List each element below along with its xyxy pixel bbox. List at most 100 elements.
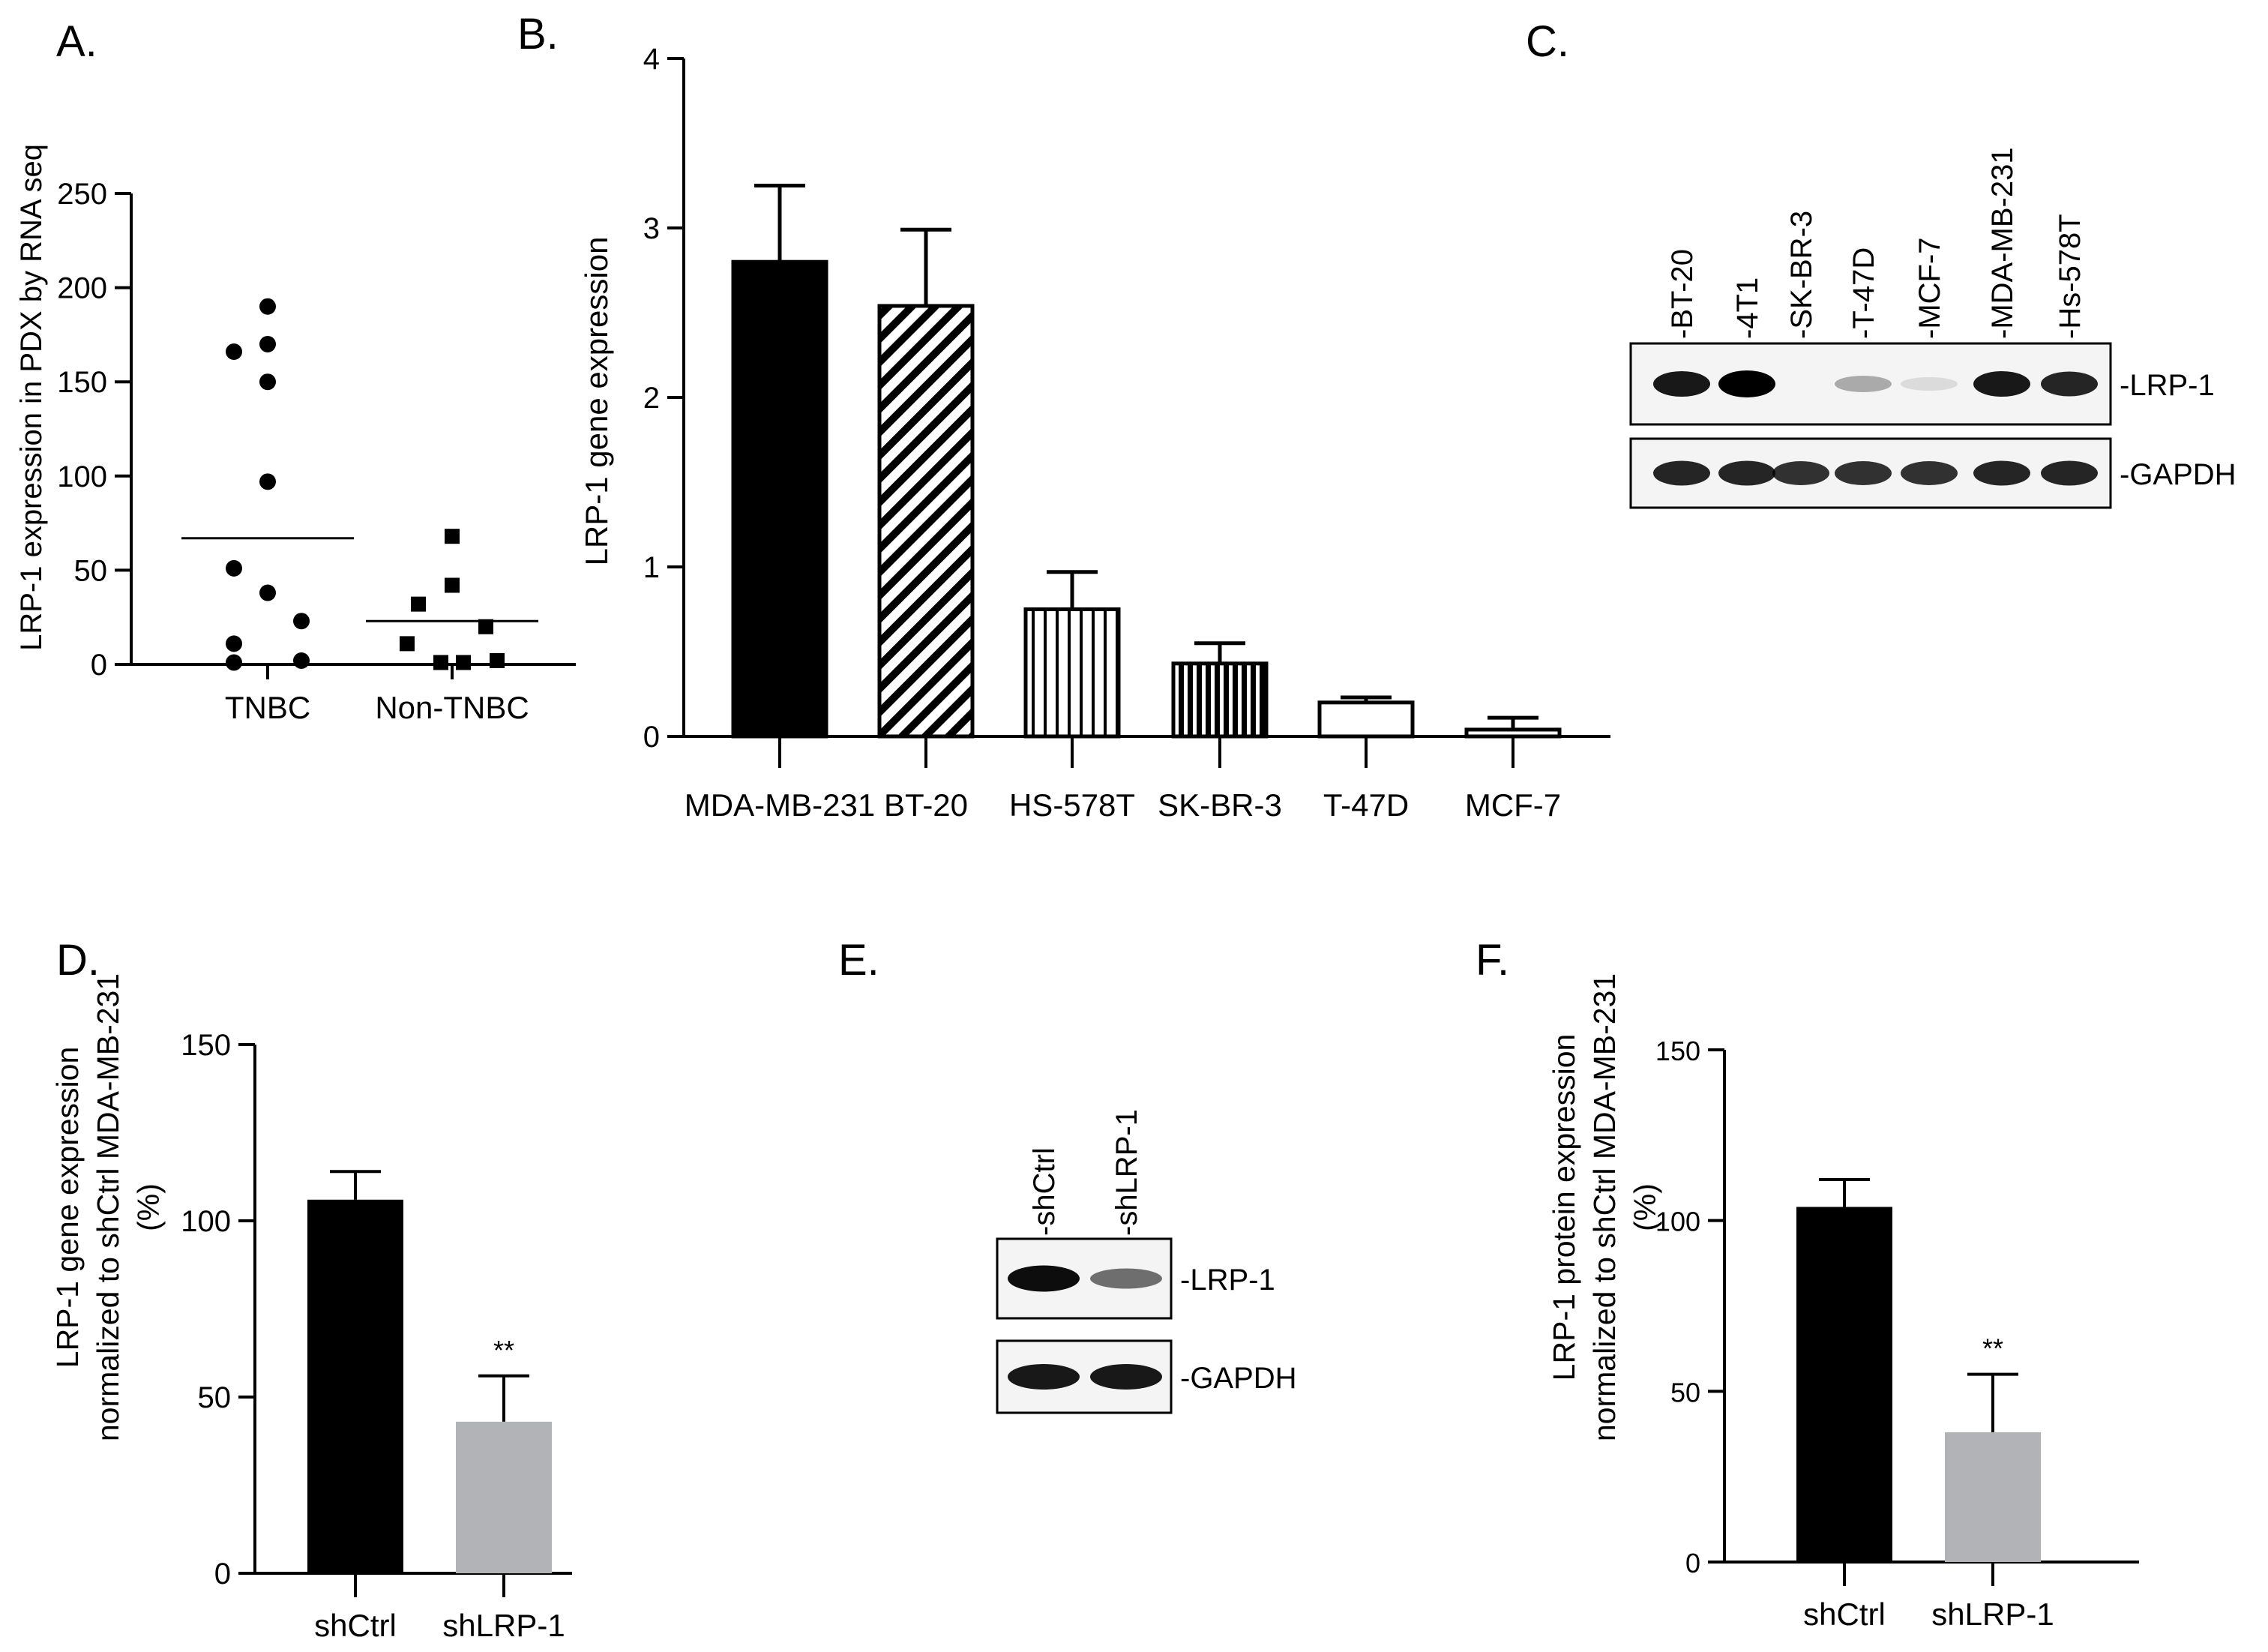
chart-b-bar-hs-578t [1023, 607, 1121, 739]
chart-d-y-tick-label: 100 [181, 1205, 231, 1238]
chart-b-bar-mcf-7 [1464, 727, 1562, 739]
chart-f-ylabel-line3: (%) [1628, 1183, 1662, 1231]
chart-a-point-tnbc [259, 298, 276, 315]
chart-a-point-non-tnbc [456, 655, 471, 670]
panel-label-b: B. [517, 10, 559, 58]
chart-b-ylabel: LRP-1 gene expression [579, 237, 614, 566]
chart-a-point-tnbc [259, 584, 276, 601]
blot-c-row-label: -LRP-1 [2120, 369, 2215, 402]
chart-d-ylabel-line3: (%) [131, 1183, 166, 1231]
blot-c-row-label: -GAPDH [2120, 458, 2237, 491]
chart-b-bar-bt-20 [877, 304, 975, 739]
blot-c-lane-label: -Hs-578T [2054, 214, 2087, 339]
chart-f-ylabel-line1: LRP-1 protein expression [1547, 1034, 1581, 1381]
chart-a-point-tnbc [293, 652, 310, 669]
panel-label-f: F. [1476, 936, 1509, 985]
blot-c-lane-label: -T-47D [1847, 247, 1880, 339]
blot-c-lane-label: -4T1 [1731, 277, 1764, 339]
chart-d-bar-shlrp-1 [456, 1421, 552, 1573]
blot-c-band [2041, 371, 2098, 397]
blot-c-band [1901, 461, 1958, 485]
chart-f-x-tick-label: shLRP-1 [1931, 1597, 2054, 1632]
chart-a-point-non-tnbc [400, 636, 415, 652]
chart-d-y-tick-label: 0 [214, 1558, 231, 1591]
blot-c-band [2041, 460, 2098, 486]
chart-d-significance: ** [493, 1335, 514, 1366]
blot-c-lane-label: -BT-20 [1666, 249, 1699, 339]
chart-a-point-tnbc [226, 635, 242, 652]
chart-a-point-tnbc [226, 654, 242, 671]
chart-b: LRP-1 gene expression 0 1 2 3 4 MDA-MB-231 BT-… [579, 43, 1610, 823]
chart-a-y-tick-label: 250 [57, 178, 107, 211]
blot-e-lane-label: -shLRP-1 [1110, 1109, 1143, 1236]
chart-b-x-tick-label: T-47D [1323, 787, 1409, 823]
blot-c-band [1772, 461, 1829, 485]
blot-c-band [1835, 461, 1892, 485]
chart-b-y-tick-label: 2 [643, 382, 660, 415]
blot-c-band [1835, 376, 1892, 392]
chart-f-ylabel-line2: normalized to shCtrl MDA-MB-231 [1587, 973, 1622, 1441]
chart-f-x-tick-label: shCtrl [1803, 1597, 1886, 1632]
western-blot-e: -shCtrl -shLRP-1 -LRP-1 -GAPDH [996, 1109, 1297, 1414]
chart-b-bar-sk-br-3 [1171, 661, 1269, 739]
blot-c-lane-label: -MCF-7 [1913, 237, 1946, 339]
blot-c-band [1653, 460, 1710, 486]
chart-a-point-non-tnbc [433, 655, 448, 670]
chart-a-ylabel: LRP-1 expression in PDX by RNA seq [15, 144, 48, 651]
chart-a-y-tick-label: 0 [91, 649, 107, 682]
chart-a-y-tick-label: 100 [57, 460, 107, 493]
chart-b-y-tick-label: 0 [643, 721, 660, 754]
chart-a-point-non-tnbc [445, 529, 460, 544]
chart-b-y-tick-label: 3 [643, 212, 660, 245]
chart-a: LRP-1 expression in PDX by RNA seq 0 50 10… [15, 144, 576, 725]
blot-e-row-label: -GAPDH [1180, 1362, 1297, 1395]
chart-a-point-tnbc [226, 343, 242, 361]
chart-a-point-non-tnbc [411, 596, 426, 612]
chart-a-x-tick-label: Non-TNBC [375, 690, 529, 725]
chart-b-x-tick-label: SK-BR-3 [1158, 787, 1282, 823]
blot-c-band [1973, 460, 2030, 486]
chart-d-y-tick-label: 150 [181, 1029, 231, 1062]
blot-e-row-label: -LRP-1 [1180, 1264, 1275, 1297]
chart-a-y-tick-label: 200 [57, 272, 107, 305]
chart-a-point-tnbc [259, 373, 276, 391]
chart-d-ylabel-line2: normalized to shCtrl MDA-MB-231 [91, 973, 125, 1441]
blot-c-lane-label: -SK-BR-3 [1785, 211, 1818, 339]
blot-e-band [1090, 1268, 1162, 1289]
chart-f-bar-shctrl [1796, 1207, 1892, 1562]
chart-d: LRP-1 gene expression normalized to shCt… [50, 973, 572, 1643]
chart-d-y-tick-label: 50 [198, 1381, 232, 1414]
chart-b-bar-mda-mb-231 [731, 259, 828, 739]
chart-b-bar-t-47d [1317, 700, 1415, 739]
chart-d-ylabel-line1: LRP-1 gene expression [50, 1047, 85, 1368]
blot-c-band [1653, 371, 1710, 397]
chart-b-y-tick-label: 4 [643, 43, 660, 76]
chart-b-x-tick-label: HS-578T [1009, 787, 1135, 823]
chart-a-point-tnbc [226, 559, 242, 577]
panel-label-d: D. [56, 936, 100, 985]
chart-d-x-tick-label: shCtrl [314, 1608, 397, 1643]
panel-label-a: A. [56, 17, 97, 66]
chart-f-bar-shlrp-1 [1945, 1432, 2041, 1562]
chart-f-significance: ** [1982, 1333, 2003, 1364]
blot-c-band [1973, 371, 2030, 397]
chart-d-bar-shctrl [307, 1199, 403, 1573]
chart-b-x-tick-label: MDA-MB-231 [685, 787, 875, 823]
chart-f-y-tick-label: 0 [1685, 1548, 1700, 1579]
blot-c-band [1901, 377, 1958, 391]
chart-a-point-non-tnbc [490, 652, 505, 668]
blot-e-band [1008, 1265, 1080, 1292]
blot-c-blot-frame [1629, 342, 2112, 426]
chart-f: LRP-1 protein expression normalized to s… [1547, 973, 2139, 1632]
chart-f-y-tick-label: 50 [1670, 1377, 1700, 1408]
chart-a-point-non-tnbc [445, 577, 460, 593]
western-blot-c: -BT-20 -4T1 -SK-BR-3 -T-47D -MCF-7 -MDA-MB-23… [1629, 147, 2237, 509]
chart-a-point-tnbc [293, 613, 310, 630]
chart-b-x-tick-label: MCF-7 [1465, 787, 1561, 823]
blot-c-band [1718, 460, 1775, 486]
chart-a-point-tnbc [259, 335, 276, 352]
blot-c-lane-label: -MDA-MB-231 [1986, 147, 2019, 339]
panel-label-e: E. [838, 936, 879, 985]
chart-b-y-tick-label: 1 [643, 551, 660, 584]
